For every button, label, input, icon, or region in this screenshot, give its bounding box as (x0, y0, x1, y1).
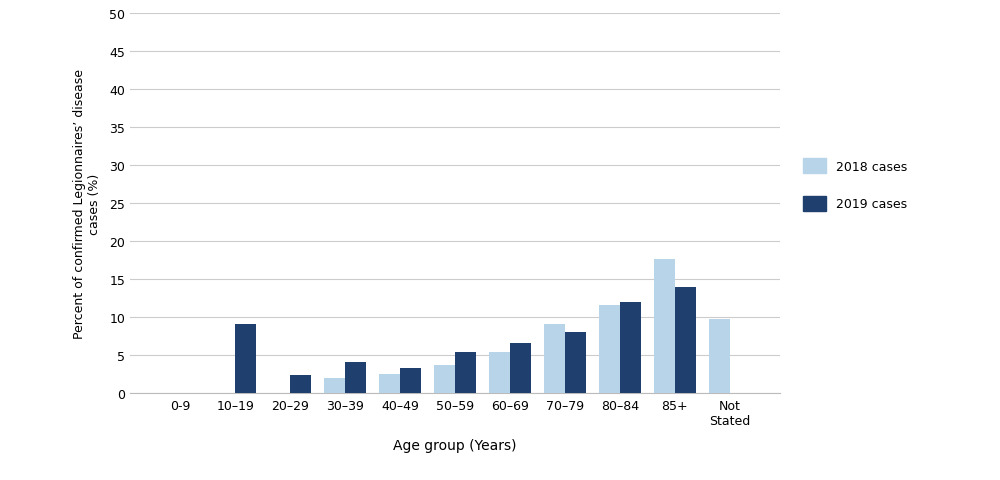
Bar (235, 324, 256, 394)
Bar (345, 362, 366, 394)
Bar (400, 368, 421, 394)
Bar (290, 375, 311, 394)
X-axis label: Age group (Years): Age group (Years) (393, 438, 517, 452)
Bar (565, 332, 586, 394)
Bar (620, 302, 641, 394)
Y-axis label: Percent of confirmed Legionnaires’ disease
cases (%): Percent of confirmed Legionnaires’ disea… (73, 69, 101, 339)
Bar (599, 306, 620, 394)
Bar (379, 375, 400, 394)
Bar (489, 352, 510, 394)
Bar (709, 319, 730, 394)
Bar (675, 288, 696, 394)
Legend: 2018 cases, 2019 cases: 2018 cases, 2019 cases (799, 155, 910, 215)
Bar (654, 259, 675, 394)
Bar (434, 365, 455, 394)
Bar (455, 352, 476, 394)
Bar (544, 324, 565, 394)
Bar (510, 344, 531, 394)
Bar (324, 378, 345, 394)
